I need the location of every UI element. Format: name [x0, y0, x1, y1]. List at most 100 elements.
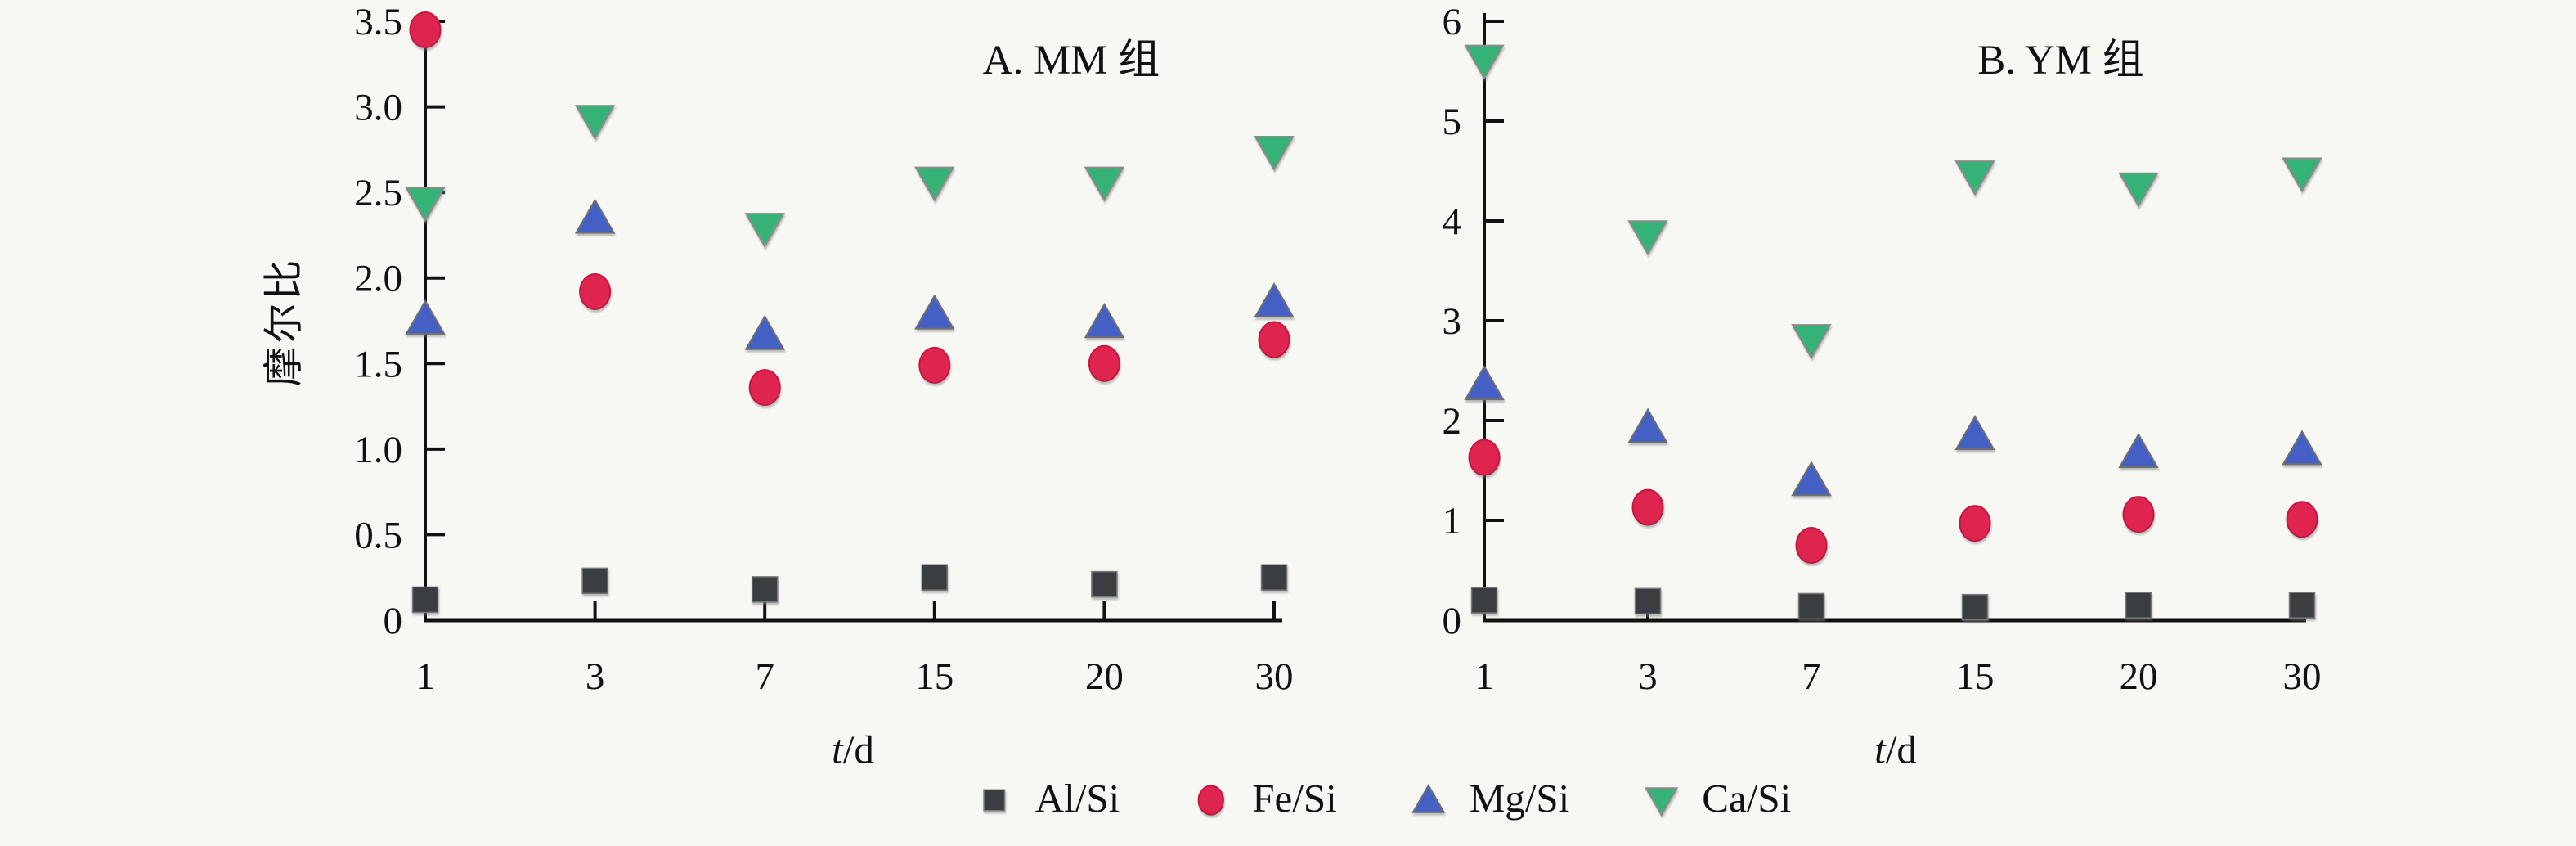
data-point-b-al-si-x20 — [2125, 592, 2152, 619]
data-point-a-al-si-x20 — [1091, 570, 1118, 598]
data-point-a-mg-si-x3 — [574, 198, 616, 234]
data-point-a-al-si-x15 — [921, 564, 949, 591]
data-point-a-fe-si-x7 — [748, 369, 781, 407]
data-point-b-mg-si-x15 — [1954, 415, 1995, 451]
data-point-a-ca-si-x3 — [574, 105, 616, 141]
legend-label: Al/Si — [1034, 776, 1120, 821]
data-point-a-fe-si-x15 — [918, 346, 951, 384]
data-point-b-mg-si-x1 — [1464, 365, 1505, 401]
y-tick-label-a-6: 3.0 — [354, 87, 402, 129]
circle-glyph — [1198, 785, 1225, 816]
data-point-a-ca-si-x30 — [1254, 135, 1295, 171]
triangle-down-glyph — [1644, 787, 1678, 817]
data-point-a-ca-si-x1 — [405, 187, 446, 223]
data-point-b-al-si-x15 — [1961, 593, 1989, 621]
y-tick-label-a-2: 1.0 — [354, 429, 402, 471]
data-point-b-fe-si-x15 — [1959, 505, 1991, 542]
legend-item-ca-si: Ca/Si — [1640, 776, 1791, 821]
x-tick-label-a-4: 20 — [1085, 655, 1124, 698]
y-tick-label-b-3: 3 — [1443, 300, 1462, 343]
y-tick-label-b-6: 6 — [1443, 1, 1462, 43]
data-point-a-al-si-x30 — [1260, 564, 1288, 591]
data-point-a-fe-si-x30 — [1258, 321, 1290, 358]
panel-b-title: B. YM 组 — [1977, 38, 2144, 83]
x-tick-label-b-2: 7 — [1802, 655, 1821, 698]
panel-a-x-axis-variable: t — [832, 727, 843, 772]
y-tick-label-b-5: 5 — [1443, 101, 1462, 143]
y-tick-label-a-4: 2.0 — [354, 258, 402, 300]
x-tick-label-b-5: 30 — [2283, 655, 2322, 698]
y-tick-label-b-1: 1 — [1443, 500, 1462, 542]
data-point-b-fe-si-x20 — [2122, 496, 2155, 533]
data-point-a-ca-si-x7 — [744, 213, 785, 249]
legend-item-fe-si: Fe/Si — [1190, 776, 1337, 821]
triangle-up-glyph — [1411, 783, 1446, 813]
data-point-b-al-si-x1 — [1470, 587, 1498, 614]
panel-a-title: A. MM 组 — [982, 38, 1160, 83]
y-tick-label-a-0: 0 — [384, 600, 403, 642]
y-tick-label-a-7: 3.5 — [354, 1, 402, 43]
x-tick-label-a-2: 7 — [755, 655, 774, 698]
x-tick-label-a-3: 15 — [915, 655, 954, 698]
x-tick-label-b-3: 15 — [1956, 655, 1995, 698]
data-point-b-fe-si-x3 — [1631, 488, 1664, 526]
y-tick-label-a-5: 2.5 — [354, 172, 402, 214]
data-point-b-ca-si-x20 — [2118, 172, 2159, 208]
y-tick-label-b-0: 0 — [1443, 600, 1462, 642]
data-point-b-fe-si-x1 — [1468, 439, 1501, 476]
square-glyph — [983, 789, 1006, 812]
panel-b-x-axis-label: t/d — [1874, 727, 1917, 773]
data-point-a-mg-si-x30 — [1254, 281, 1295, 317]
data-point-a-mg-si-x7 — [744, 314, 785, 350]
data-point-b-ca-si-x30 — [2282, 157, 2322, 193]
legend-item-al-si: Al/Si — [973, 776, 1120, 821]
data-point-b-fe-si-x30 — [2286, 501, 2318, 538]
data-point-b-fe-si-x7 — [1795, 527, 1828, 564]
circle-icon — [1190, 776, 1232, 821]
y-axis-label: 摩尔比 — [261, 256, 307, 387]
y-tick-label-a-3: 1.5 — [354, 343, 402, 385]
data-point-a-mg-si-x20 — [1084, 303, 1125, 339]
x-tick-label-a-5: 30 — [1255, 655, 1294, 698]
y-tick-label-b-2: 2 — [1443, 400, 1462, 443]
data-point-a-ca-si-x20 — [1084, 166, 1125, 202]
data-point-b-ca-si-x3 — [1627, 220, 1668, 256]
data-point-a-fe-si-x1 — [409, 11, 442, 48]
data-point-a-fe-si-x20 — [1088, 344, 1120, 382]
data-point-b-mg-si-x7 — [1791, 461, 1832, 497]
square-icon — [973, 776, 1016, 821]
data-point-a-ca-si-x15 — [914, 166, 955, 202]
triangle-up-icon — [1407, 776, 1450, 821]
legend-label: Mg/Si — [1469, 776, 1570, 821]
x-tick-label-a-1: 3 — [586, 655, 605, 698]
panel-b-x-axis-variable: t — [1874, 727, 1886, 772]
y-tick-label-a-1: 0.5 — [354, 514, 402, 556]
data-point-a-fe-si-x3 — [579, 272, 612, 310]
panel-a-x-axis-unit: /d — [842, 727, 874, 772]
panel-b-x-axis-unit: /d — [1885, 727, 1917, 772]
legend: Al/Si Fe/Si Mg/Si Ca/Si — [973, 776, 1791, 821]
data-point-b-al-si-x3 — [1634, 587, 1662, 615]
data-point-a-al-si-x3 — [581, 567, 608, 595]
x-tick-label-a-0: 1 — [415, 655, 435, 698]
data-point-b-al-si-x7 — [1797, 592, 1825, 620]
panel-a-x-axis-label: t/d — [832, 727, 874, 773]
x-tick-label-b-4: 20 — [2120, 655, 2158, 698]
data-point-b-al-si-x30 — [2288, 592, 2316, 619]
data-point-b-ca-si-x7 — [1791, 324, 1832, 360]
data-point-a-mg-si-x1 — [405, 299, 446, 335]
x-tick-label-b-0: 1 — [1474, 655, 1494, 698]
y-tick-label-b-4: 4 — [1443, 200, 1462, 243]
data-point-a-mg-si-x15 — [914, 294, 955, 330]
data-point-a-al-si-x7 — [751, 576, 779, 603]
data-point-b-ca-si-x15 — [1954, 160, 1995, 196]
data-point-a-al-si-x1 — [411, 586, 439, 614]
data-point-b-mg-si-x3 — [1627, 407, 1668, 443]
legend-label: Ca/Si — [1702, 776, 1792, 821]
triangle-down-icon — [1640, 776, 1682, 821]
legend-label: Fe/Si — [1252, 776, 1337, 821]
data-point-b-mg-si-x30 — [2282, 430, 2322, 466]
x-tick-label-b-1: 3 — [1638, 655, 1658, 698]
